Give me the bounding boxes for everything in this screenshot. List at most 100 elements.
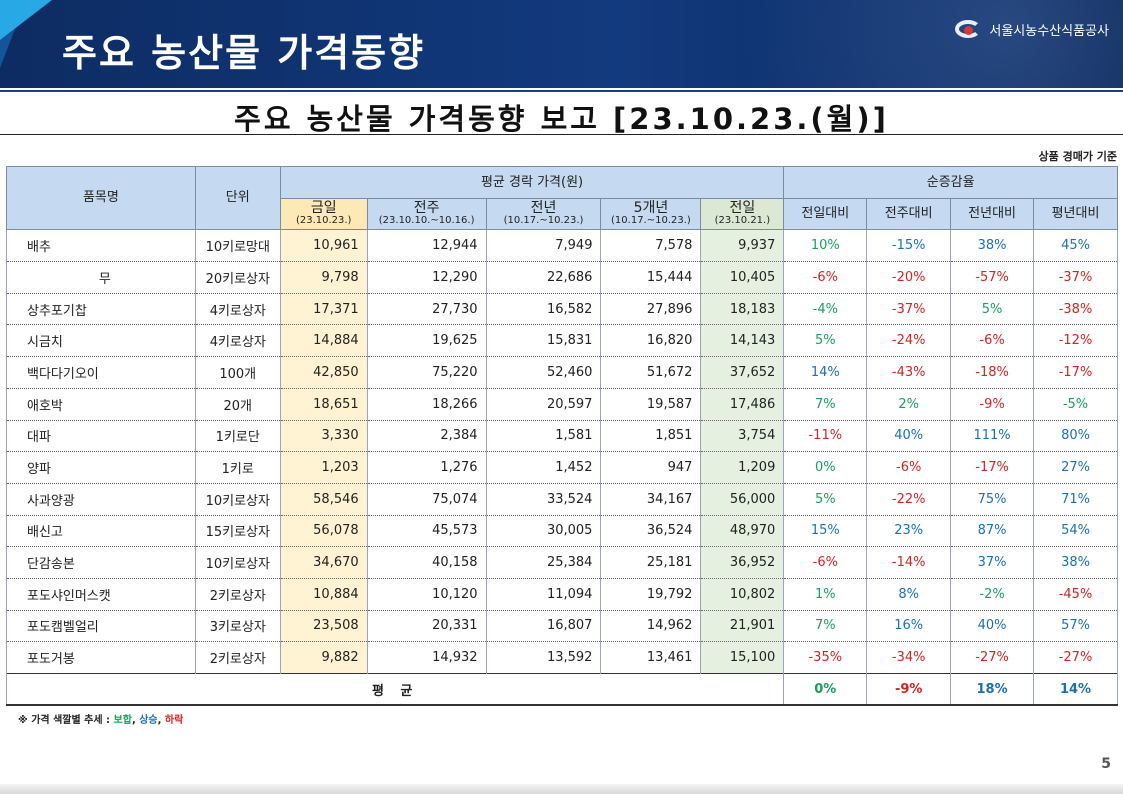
price-today: 17,371 (279, 293, 368, 326)
average-vs-normal: 14% (1033, 673, 1118, 707)
change-vs-normal: 45% (1033, 229, 1118, 263)
price-lastweek: 12,944 (366, 229, 487, 263)
change-vs-lastweek: -20% (866, 261, 952, 294)
price-lastyear: 15,831 (485, 324, 602, 358)
price-today: 9,882 (279, 641, 368, 674)
table-row: 상추포기찹 4키로상자 17,371 27,730 16,582 27,896 18,183… (6, 293, 1118, 326)
item-name: 포도캠벨얼리 (6, 610, 196, 643)
price-today: 42,850 (279, 356, 368, 389)
legend-sep: , (157, 715, 165, 726)
price-lastyear: 7,949 (485, 229, 602, 263)
item-unit: 2키로상자 (194, 641, 281, 674)
price-fiveyear: 947 (600, 451, 702, 484)
item-name: 배추 (6, 229, 196, 263)
price-fiveyear: 19,587 (600, 388, 702, 421)
table-row: 백다다기오이 100개 42,850 75,220 52,460 51,672 37,652… (6, 356, 1118, 389)
price-prevday: 36,952 (700, 546, 785, 579)
price-basis-note: 상품 경매가 기준 (1038, 150, 1118, 163)
price-prevday: 10,405 (700, 261, 785, 294)
item-name: 사과양광 (6, 483, 196, 516)
item-unit: 4키로상자 (194, 293, 281, 326)
header-lastyear: 전년 (10.17.~10.23.) (485, 197, 602, 231)
price-prevday: 1,209 (700, 451, 785, 484)
price-lastyear: 30,005 (485, 515, 602, 548)
average-vs-lastyear: 18% (950, 673, 1035, 707)
price-prevday: 15,100 (700, 641, 785, 674)
price-prevday: 18,183 (700, 293, 785, 326)
header-vs-lastyear: 전년대비 (950, 197, 1035, 231)
item-unit: 100개 (194, 356, 281, 389)
change-vs-lastweek: -34% (866, 641, 952, 674)
price-fiveyear: 7,578 (600, 229, 702, 263)
change-vs-lastyear: 38% (950, 229, 1035, 263)
change-vs-normal: 54% (1033, 515, 1118, 548)
change-vs-lastyear: -18% (950, 356, 1035, 389)
change-vs-normal: -38% (1033, 293, 1118, 326)
price-lastyear: 33,524 (485, 483, 602, 516)
table-row: 포도샤인머스캣 2키로상자 10,884 10,120 11,094 19,792 10,8… (6, 578, 1118, 611)
change-vs-prevday: 7% (783, 388, 868, 421)
price-lastweek: 10,120 (366, 578, 487, 611)
change-vs-lastyear: -2% (950, 578, 1035, 611)
price-prevday: 9,937 (700, 229, 785, 263)
change-vs-lastweek: -14% (866, 546, 952, 579)
item-unit: 10키로망대 (194, 229, 281, 263)
table-row: 배신고 15키로상자 56,078 45,573 30,005 36,524 48,970 1… (6, 515, 1118, 548)
price-fiveyear: 14,962 (600, 610, 702, 643)
item-name: 상추포기찹 (6, 293, 196, 326)
org-name: 서울시농수산식품공사 (989, 23, 1109, 39)
table-row: 양파 1키로 1,203 1,276 1,452 947 1,209 0% -6% -17% 27% (6, 451, 1118, 484)
item-unit: 20개 (194, 388, 281, 421)
table-row: 포도캠벨얼리 3키로상자 23,508 20,331 16,807 14,962 21,90… (6, 610, 1118, 643)
price-lastyear: 16,807 (485, 610, 602, 643)
average-vs-prevday: 0% (783, 673, 868, 707)
price-fiveyear: 34,167 (600, 483, 702, 516)
change-vs-normal: 80% (1033, 420, 1118, 453)
item-unit: 10키로상자 (194, 546, 281, 579)
price-lastweek: 27,730 (366, 293, 487, 326)
price-lastyear: 1,581 (485, 420, 602, 453)
item-name: 포도샤인머스캣 (6, 578, 196, 611)
org-logo-icon (955, 18, 983, 40)
price-today: 9,798 (279, 261, 368, 294)
price-prevday: 17,486 (700, 388, 785, 421)
change-vs-lastweek: -43% (866, 356, 952, 389)
change-vs-lastyear: 37% (950, 546, 1035, 579)
change-vs-prevday: 10% (783, 229, 868, 263)
header-today: 금일 (23.10.23.) (279, 197, 368, 231)
table-row: 포도거봉 2키로상자 9,882 14,932 13,592 13,461 15,100 -3… (6, 641, 1118, 674)
change-vs-lastweek: 40% (866, 420, 952, 453)
header-vs-lastweek: 전주대비 (866, 197, 952, 231)
change-vs-lastyear: 5% (950, 293, 1035, 326)
price-today: 1,203 (279, 451, 368, 484)
header-unit: 단위 (194, 165, 281, 231)
price-lastyear: 1,452 (485, 451, 602, 484)
price-lastweek: 18,266 (366, 388, 487, 421)
change-vs-prevday: 0% (783, 451, 868, 484)
price-prevday: 56,000 (700, 483, 785, 516)
item-name: 백다다기오이 (6, 356, 196, 389)
change-vs-prevday: 15% (783, 515, 868, 548)
item-name: 무 (6, 261, 196, 294)
price-fiveyear: 19,792 (600, 578, 702, 611)
change-vs-lastyear: -17% (950, 451, 1035, 484)
price-fiveyear: 51,672 (600, 356, 702, 389)
price-lastyear: 13,592 (485, 641, 602, 674)
change-vs-lastweek: 2% (866, 388, 952, 421)
header-prevday: 전일 (23.10.21.) (700, 197, 785, 231)
price-lastweek: 75,220 (366, 356, 487, 389)
price-prevday: 14,143 (700, 324, 785, 358)
change-vs-lastyear: -9% (950, 388, 1035, 421)
price-today: 14,884 (279, 324, 368, 358)
change-vs-normal: 27% (1033, 451, 1118, 484)
change-vs-lastyear: 75% (950, 483, 1035, 516)
item-name: 배신고 (6, 515, 196, 548)
page-number: 5 (1101, 756, 1111, 772)
change-vs-normal: -12% (1033, 324, 1118, 358)
banner-title: 주요 농산물 가격동향 (62, 31, 426, 75)
header-lastweek: 전주 (23.10.10.~10.16.) (366, 197, 487, 231)
table-row: 무 20키로상자 9,798 12,290 22,686 15,444 10,405 -6% -… (6, 261, 1118, 294)
item-name: 애호박 (6, 388, 196, 421)
header-banner: 주요 농산물 가격동향 서울시농수산식품공사 (0, 0, 1123, 88)
change-vs-normal: 38% (1033, 546, 1118, 579)
